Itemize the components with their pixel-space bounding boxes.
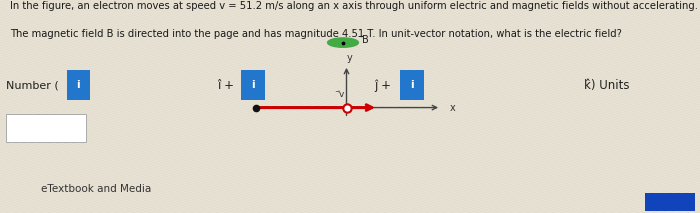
FancyBboxPatch shape xyxy=(241,70,265,100)
Text: i: i xyxy=(251,80,255,90)
Text: i: i xyxy=(76,80,80,90)
Text: eTextbook and Media: eTextbook and Media xyxy=(41,184,151,193)
Text: î +: î + xyxy=(217,79,234,92)
FancyBboxPatch shape xyxy=(645,193,695,211)
FancyBboxPatch shape xyxy=(66,70,90,100)
Circle shape xyxy=(328,38,358,47)
Text: x: x xyxy=(449,103,455,112)
Text: In the figure, an electron moves at speed v = 51.2 m/s along an x axis through u: In the figure, an electron moves at spee… xyxy=(10,1,699,11)
Text: ĵ +: ĵ + xyxy=(374,79,391,92)
Text: y: y xyxy=(347,53,353,63)
Text: v: v xyxy=(39,123,45,132)
Text: The magnetic field B is directed into the page and has magnitude 4.51 T. In unit: The magnetic field B is directed into th… xyxy=(10,29,622,39)
Text: k̂) Units: k̂) Units xyxy=(584,79,630,92)
FancyBboxPatch shape xyxy=(400,70,424,100)
Text: Number (: Number ( xyxy=(6,80,58,90)
Text: i: i xyxy=(410,80,414,90)
Text: ⃗B: ⃗B xyxy=(363,36,370,45)
Text: ⃗v: ⃗v xyxy=(340,90,345,99)
FancyBboxPatch shape xyxy=(6,114,86,142)
